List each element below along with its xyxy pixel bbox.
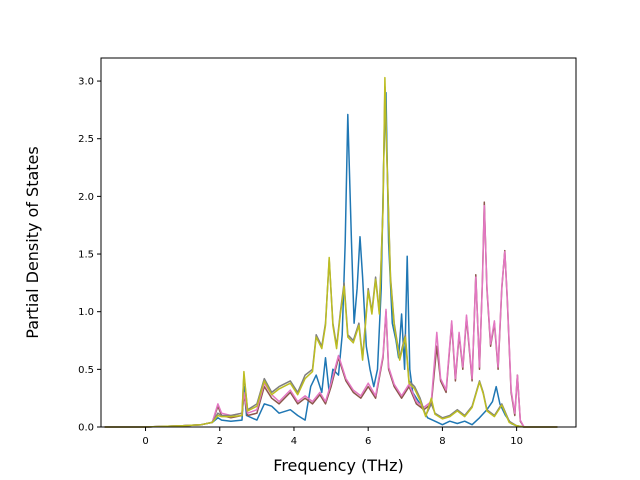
- x-tick-label: 0: [142, 436, 148, 447]
- y-tick-label: 2.0: [78, 192, 94, 203]
- series-layer: [104, 76, 558, 428]
- y-tick-label: 3.0: [78, 77, 94, 88]
- x-tick-label: 6: [365, 436, 371, 447]
- plot-frame: [100, 57, 577, 428]
- series-line-3: [104, 204, 558, 428]
- y-tick-label: 0.0: [78, 423, 94, 434]
- y-axis: 0.0 0.5 1.0 1.5 2.0 2.5 3.0: [78, 77, 101, 434]
- y-tick-label: 1.5: [78, 250, 94, 261]
- x-axis: 0 2 4 6 8 10: [142, 427, 523, 447]
- x-axis-label: Frequency (THz): [273, 456, 403, 475]
- y-tick-label: 0.5: [78, 365, 94, 376]
- x-tick-label: 2: [217, 436, 223, 447]
- x-tick-label: 10: [510, 436, 523, 447]
- y-tick-label: 2.5: [78, 134, 94, 145]
- x-tick-label: 8: [439, 436, 445, 447]
- y-axis-label: Partial Density of States: [23, 146, 42, 338]
- x-tick-label: 4: [291, 436, 297, 447]
- series-line-5: [104, 76, 558, 428]
- series-line-1: [104, 91, 558, 428]
- y-tick-label: 1.0: [78, 307, 94, 318]
